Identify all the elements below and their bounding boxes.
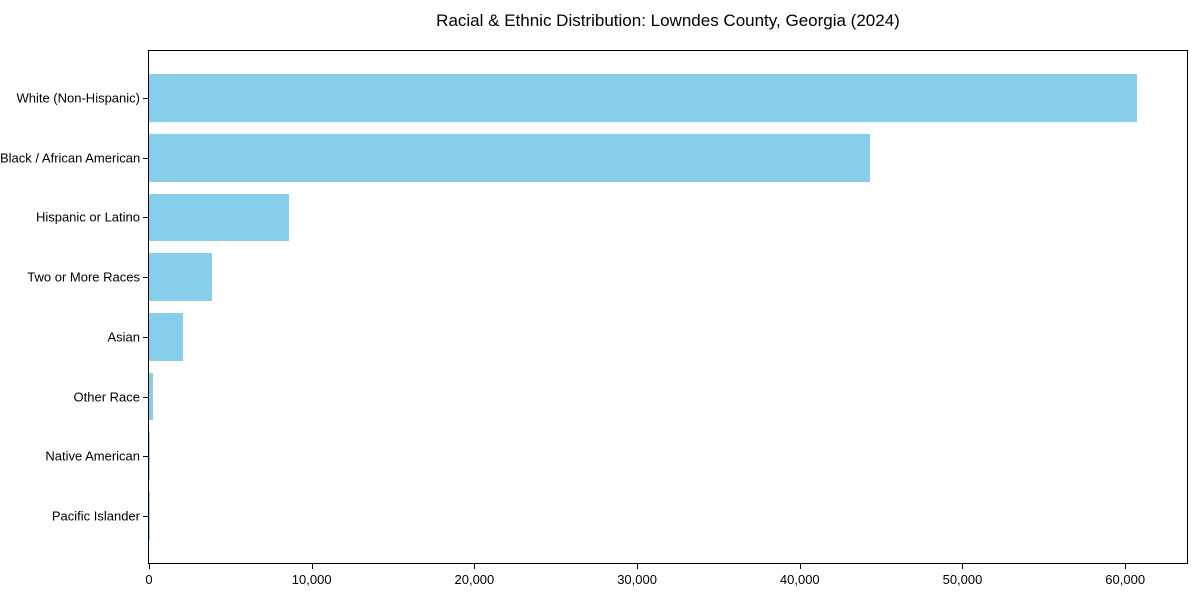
- x-tick-label: 60,000: [1105, 572, 1146, 587]
- x-tick-mark: [474, 564, 476, 569]
- y-axis-label: Other Race: [73, 389, 140, 404]
- bar: [149, 312, 183, 361]
- y-axis-label: Two or More Races: [27, 269, 140, 285]
- x-tick-mark: [311, 564, 313, 569]
- y-tick-mark: [143, 157, 148, 159]
- y-axis-label: White (Non-Hispanic): [16, 90, 140, 106]
- y-axis-label: Pacific Islander: [51, 508, 140, 524]
- bar: [149, 133, 870, 182]
- bar: [149, 372, 153, 421]
- chart-title: Racial & Ethnic Distribution: Lowndes Co…: [436, 11, 900, 30]
- y-axis-label: Native American: [45, 448, 140, 464]
- y-tick-mark: [143, 277, 148, 279]
- y-tick-mark: [143, 396, 148, 398]
- bar: [149, 491, 150, 540]
- x-tick-mark: [637, 564, 639, 569]
- y-tick-mark: [143, 98, 148, 100]
- bar: [149, 74, 1137, 122]
- x-tick-label: 40,000: [779, 572, 820, 587]
- x-tick-mark: [799, 564, 801, 569]
- y-axis-label: Black / African American: [0, 150, 141, 166]
- x-tick-label: 0: [145, 572, 153, 587]
- x-tick-mark: [962, 564, 964, 569]
- x-tick-mark: [149, 564, 150, 569]
- x-tick-mark: [1125, 564, 1127, 569]
- x-tick-label: 20,000: [454, 572, 495, 587]
- x-tick-label: 10,000: [291, 572, 332, 587]
- y-tick-mark: [143, 456, 148, 458]
- bar: [149, 432, 151, 481]
- x-tick-label: 50,000: [942, 572, 983, 587]
- y-axis-label: Hispanic or Latino: [35, 209, 140, 225]
- y-tick-mark: [143, 217, 148, 219]
- y-tick-mark: [143, 336, 148, 338]
- x-tick-label: 30,000: [617, 572, 657, 587]
- y-tick-mark: [143, 515, 148, 517]
- bar: [149, 253, 213, 302]
- bar: [149, 193, 289, 242]
- y-axis-label: Asian: [107, 329, 140, 345]
- plot-area: [148, 50, 1188, 564]
